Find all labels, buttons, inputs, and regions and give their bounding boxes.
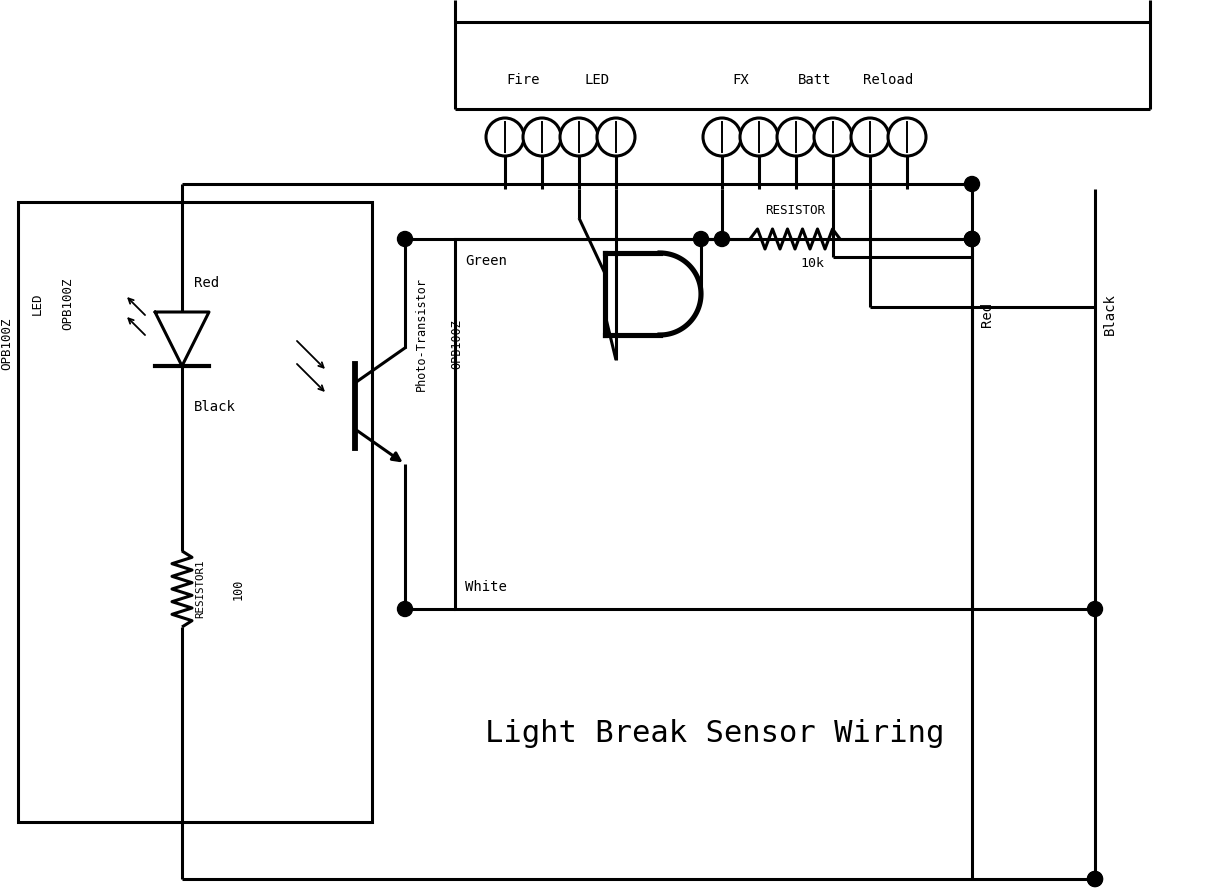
Text: Reload: Reload	[864, 73, 914, 87]
Circle shape	[1087, 872, 1102, 887]
Circle shape	[814, 118, 852, 156]
Circle shape	[965, 232, 979, 247]
Text: RESISTOR: RESISTOR	[765, 204, 825, 217]
Circle shape	[397, 602, 413, 617]
Text: 10k: 10k	[799, 257, 824, 270]
Circle shape	[778, 118, 815, 156]
Circle shape	[597, 118, 635, 156]
Circle shape	[740, 118, 778, 156]
Text: Light Break Sensor Wiring: Light Break Sensor Wiring	[485, 720, 944, 748]
Text: RESISTOR1: RESISTOR1	[194, 560, 205, 619]
Text: Red: Red	[981, 301, 994, 326]
Bar	[454, 239, 972, 609]
Text: OPB100Z: OPB100Z	[450, 319, 463, 369]
Text: Black: Black	[1103, 293, 1117, 335]
Circle shape	[1087, 872, 1102, 887]
Text: OPB100Z: OPB100Z	[61, 278, 74, 330]
Circle shape	[522, 118, 561, 156]
Circle shape	[850, 118, 889, 156]
Text: White: White	[465, 580, 507, 594]
Circle shape	[965, 232, 979, 247]
Circle shape	[714, 232, 729, 247]
Text: Red: Red	[194, 276, 219, 290]
Text: 100: 100	[232, 578, 245, 600]
Text: OPB100Z: OPB100Z	[0, 317, 13, 370]
Circle shape	[1087, 602, 1102, 617]
Text: Green: Green	[465, 254, 507, 268]
Circle shape	[694, 232, 708, 247]
Circle shape	[965, 232, 979, 247]
Circle shape	[703, 118, 741, 156]
Circle shape	[397, 232, 413, 247]
Circle shape	[486, 118, 524, 156]
Circle shape	[965, 176, 979, 191]
Text: Black: Black	[194, 400, 236, 414]
Circle shape	[888, 118, 926, 156]
Text: FX: FX	[733, 73, 748, 87]
Text: LED: LED	[584, 73, 610, 87]
Text: Photo-Transistor: Photo-Transistor	[416, 277, 428, 391]
Bar	[18, 202, 372, 822]
Polygon shape	[156, 312, 209, 366]
Text: Batt: Batt	[798, 73, 831, 87]
Circle shape	[560, 118, 598, 156]
Text: LED: LED	[32, 292, 44, 316]
Text: Fire: Fire	[507, 73, 541, 87]
